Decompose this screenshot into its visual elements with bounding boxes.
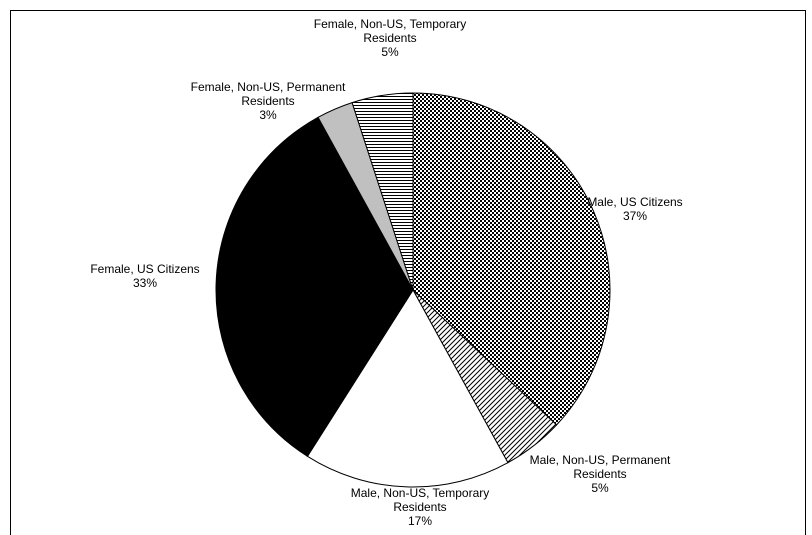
slice-name: Female, Non-US, Permanent Residents [190, 80, 346, 108]
slice-value: 5% [381, 45, 399, 59]
slice-value: 17% [407, 514, 433, 528]
pie-slice [412, 92, 611, 426]
slice-value: 5% [591, 481, 609, 495]
slice-label: Female, Non-US, Permanent Residents 3% [183, 80, 353, 122]
slice-value: 33% [132, 276, 158, 290]
slice-name: Female, US Citizens [90, 262, 200, 276]
slice-name: Male, US Citizens [587, 195, 683, 209]
slice-name: Male, Non-US, Temporary Residents [350, 486, 490, 514]
pie-slice [351, 92, 414, 291]
frame [10, 10, 806, 535]
slice-name: Male, Non-US, Permanent Residents [529, 453, 671, 481]
pie-slice [306, 289, 509, 488]
slice-label: Male, Non-US, Permanent Residents 5% [520, 453, 680, 495]
slice-label: Male, Non-US, Temporary Residents 17% [340, 486, 500, 528]
slice-label: Female, Non-US, Temporary Residents 5% [295, 17, 485, 59]
slice-label: Female, US Citizens 33% [80, 262, 210, 290]
slice-name: Female, Non-US, Temporary Residents [313, 17, 467, 45]
pie-slice [215, 116, 414, 458]
slice-value: 37% [622, 209, 648, 223]
slice-value: 3% [259, 108, 277, 122]
slice-label: Male, US Citizens 37% [570, 195, 700, 223]
